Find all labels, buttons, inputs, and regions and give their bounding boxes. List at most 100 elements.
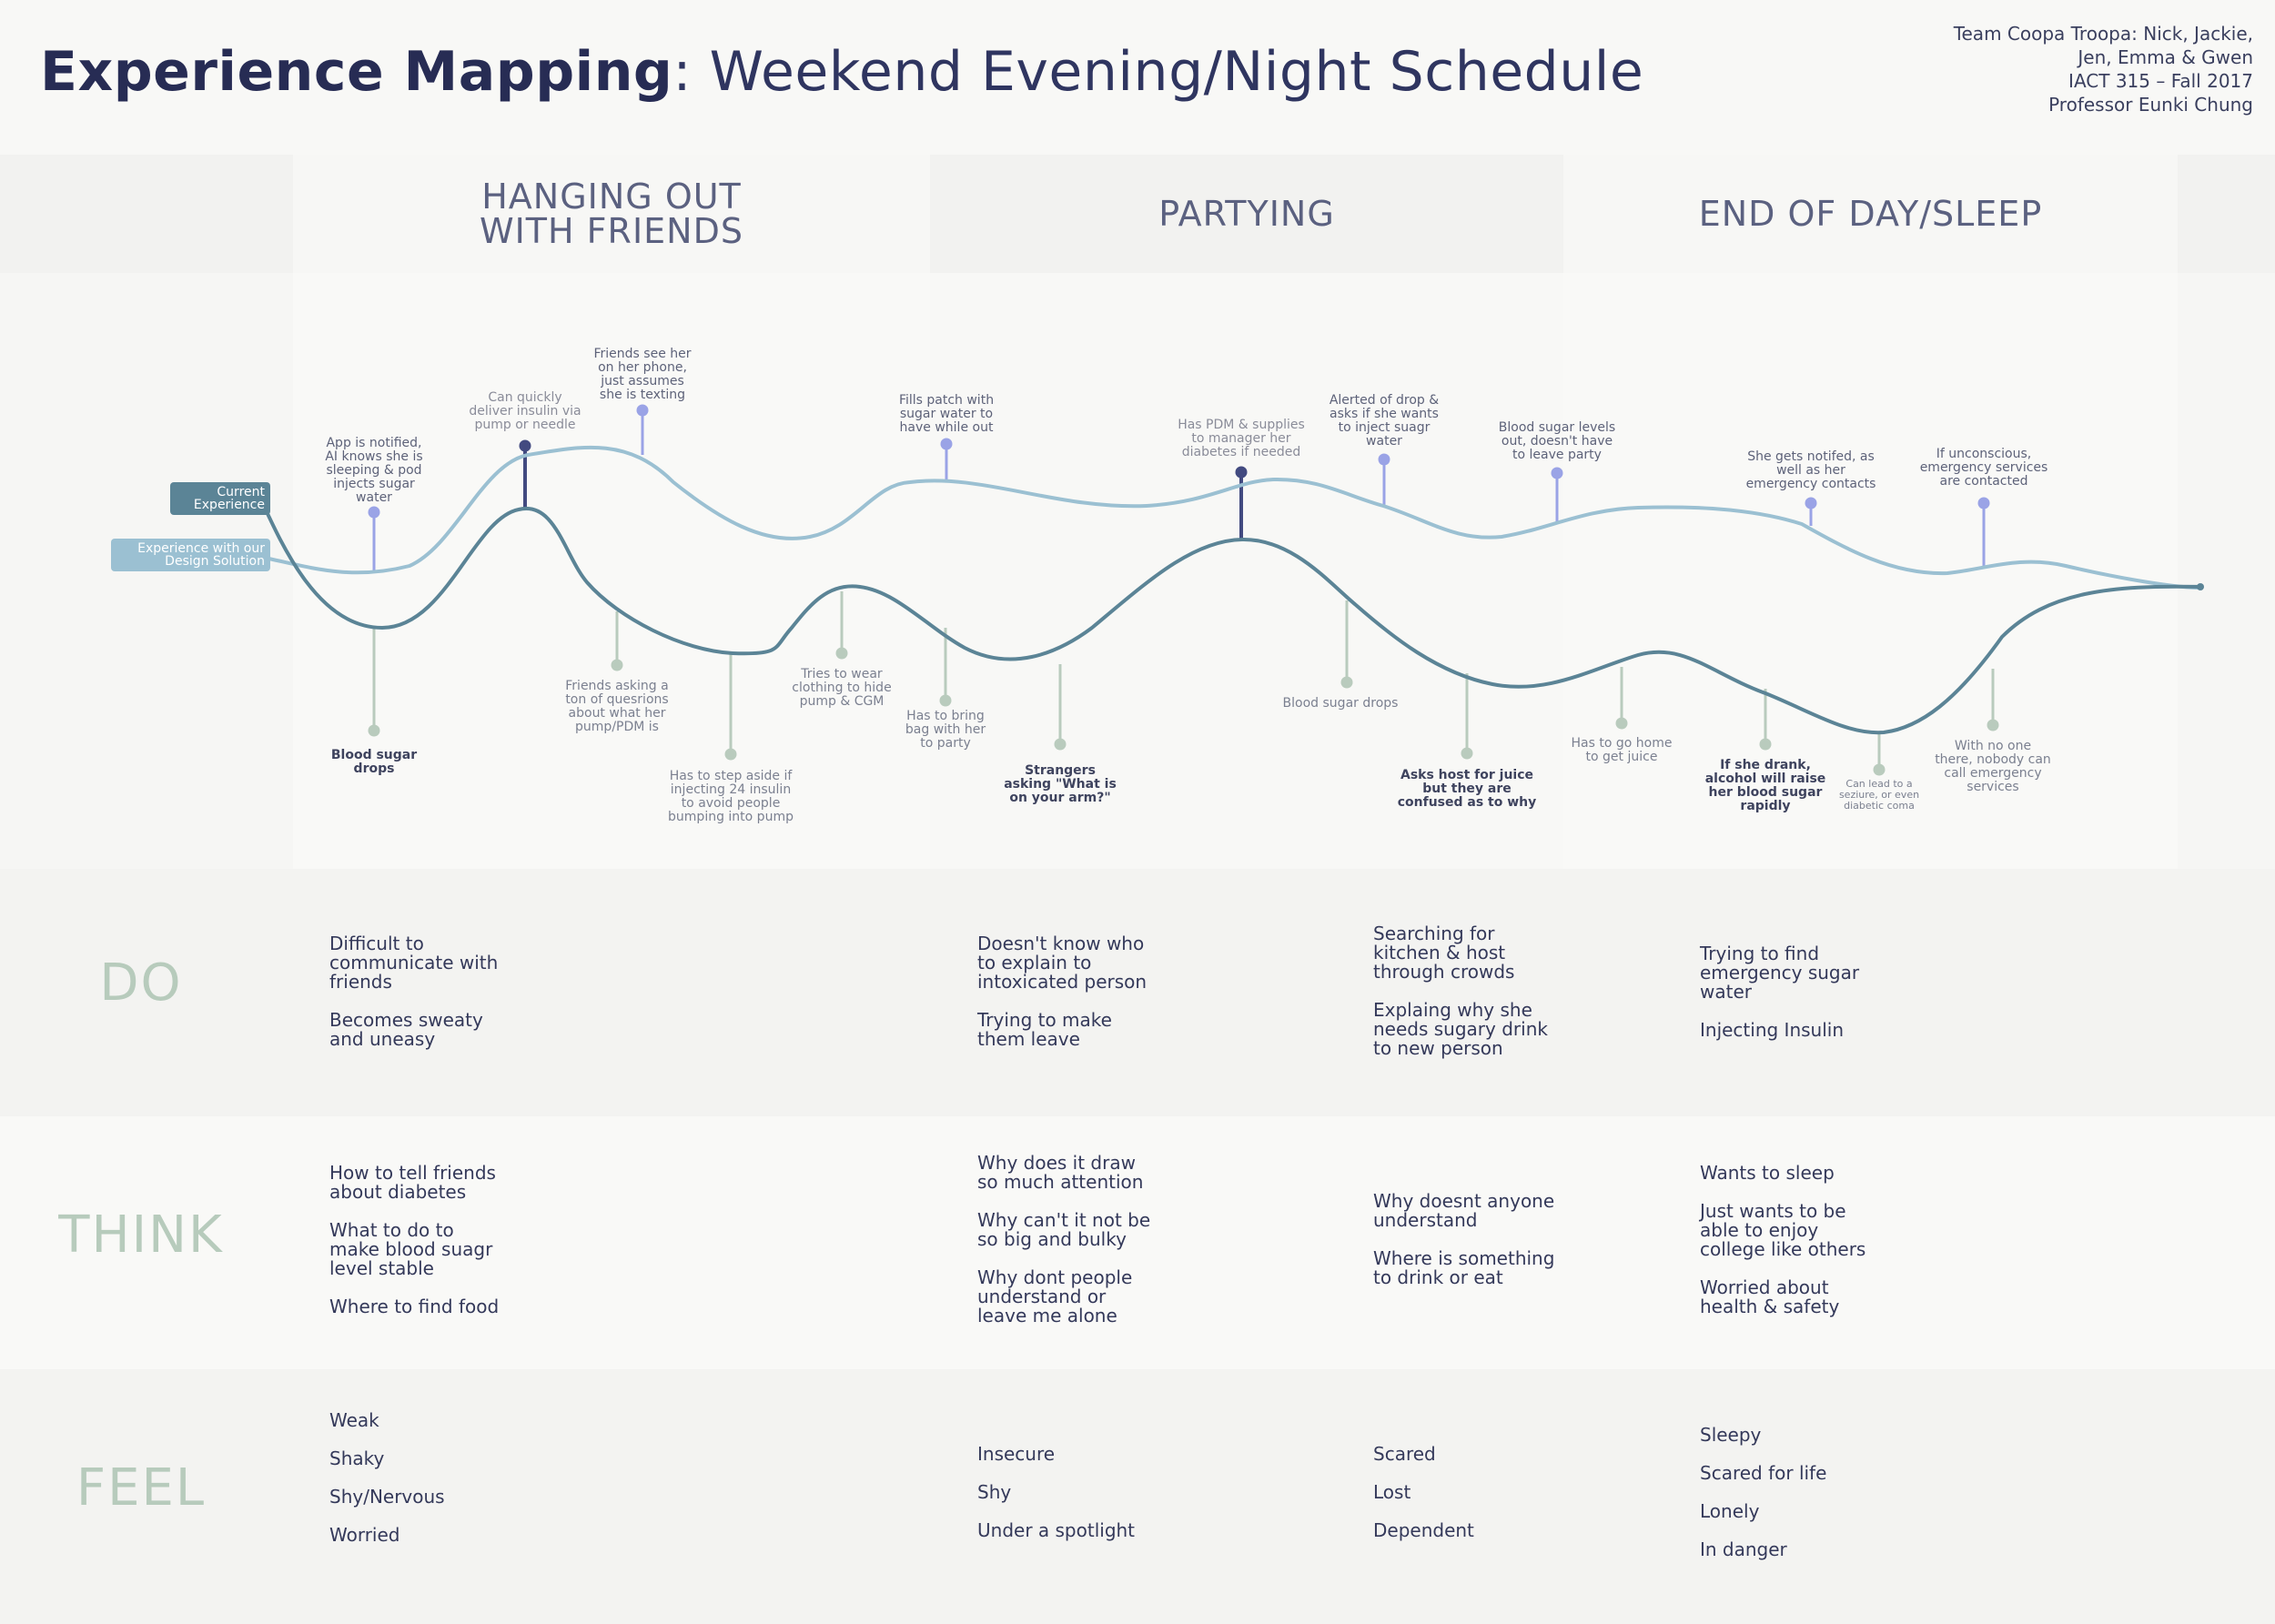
pin-top-6-dot [1378, 453, 1390, 466]
annotation-top-2: Can quickly deliver insulin via pump or … [469, 390, 581, 432]
do-col-3: Searching for kitchen & host through cro… [1373, 924, 1548, 1077]
pin-bottom-3-dot [724, 748, 737, 761]
team-line-1: Team Coopa Troopa: Nick, Jackie, [1953, 23, 2253, 45]
feel-item: Weak [329, 1409, 379, 1431]
team-line-3: IACT 315 – Fall 2017 [2068, 70, 2253, 92]
annotation-top-1: App is notified, AI knows she is sleepin… [325, 436, 423, 505]
annotation-bottom-5: Has to bring bag with her to party [905, 709, 986, 751]
annotation-top-9: If unconscious, emergency services are c… [1919, 447, 2048, 489]
do-item: Explaing why she needs sugary drink to n… [1373, 999, 1548, 1059]
think-item: Why doesnt anyone understand [1373, 1190, 1555, 1231]
think-item: Worried about health & safety [1700, 1276, 1840, 1317]
feel-col-4: Sleepy Scared for life Lonely In danger [1700, 1426, 1826, 1579]
pin-top-7-dot [1551, 467, 1563, 479]
phase-bg-3 [1563, 155, 2178, 273]
annotation-top-4: Fills patch with sugar water to have whi… [898, 393, 995, 435]
pin-bottom-10-dot [1759, 738, 1772, 751]
think-col-3: Why doesnt anyone understand Where is so… [1373, 1192, 1554, 1306]
title-bold: Experience Mapping [40, 40, 673, 104]
pin-bottom-7-dot [1340, 676, 1353, 689]
do-item: Difficult to communicate with friends [329, 933, 499, 993]
legend-current: Current Experience [170, 482, 270, 515]
pin-bottom-12-dot [1987, 719, 1999, 731]
feel-col-1: Weak Shaky Shy/Nervous Worried [329, 1411, 445, 1564]
do-item: Trying to make them leave [977, 1009, 1112, 1050]
pin-bottom-11-dot [1873, 763, 1886, 776]
annotation-bottom-6: Strangers asking "What is on your arm?" [1004, 763, 1117, 805]
do-col-2: Doesn't know who to explain to intoxicat… [977, 934, 1147, 1068]
feel-item: Sleepy [1700, 1424, 1762, 1446]
annotation-bottom-9: Has to go home to get juice [1571, 736, 1673, 764]
annotation-bottom-10: If she drank, alcohol will raise her blo… [1704, 758, 1826, 813]
think-item: What to do to make blood suagr level sta… [329, 1219, 493, 1279]
think-band [0, 1116, 2275, 1369]
feel-band [0, 1369, 2275, 1624]
do-band [0, 869, 2275, 1116]
pin-bottom-6-dot [1054, 738, 1067, 751]
pin-bottom-2-dot [611, 659, 623, 671]
pin-top-9-dot [1977, 497, 1990, 509]
pin-top-4-dot [940, 438, 953, 450]
feel-col-2: Insecure Shy Under a spotlight [977, 1445, 1135, 1559]
annotation-bottom-4: Tries to wear clothing to hide pump & CG… [792, 667, 892, 709]
do-col-4: Trying to find emergency sugar water Inj… [1700, 944, 1859, 1059]
chart-phase-bg-2 [930, 273, 1563, 869]
think-item: Why does it draw so much attention [977, 1152, 1144, 1193]
feel-item: In danger [1700, 1538, 1787, 1560]
do-item: Trying to find emergency sugar water [1700, 943, 1860, 1003]
row-label-do: DO [99, 953, 183, 1013]
feel-item: Lost [1373, 1481, 1411, 1503]
phase-end-of-day: END OF DAY/SLEEP [1698, 194, 2043, 234]
curve-end-dot [2197, 583, 2204, 590]
annotation-bottom-12: With no one there, nobody can call emerg… [1935, 739, 2051, 794]
think-item: Why dont people understand or leave me a… [977, 1266, 1133, 1326]
pin-bottom-8-dot [1461, 747, 1473, 760]
annotation-bottom-3: Has to step aside if injecting 24 insuli… [668, 769, 794, 824]
solution-curve [258, 445, 2201, 590]
legend-solution: Experience with our Design Solution [111, 539, 270, 571]
annotation-bottom-1: Blood sugar drops [330, 748, 418, 776]
do-col-1: Difficult to communicate with friends Be… [329, 934, 498, 1068]
think-col-2: Why does it draw so much attention Why c… [977, 1154, 1150, 1345]
annotation-top-7: Blood sugar levels out, doesn't have to … [1498, 420, 1616, 462]
annotation-bottom-11: Can lead to a seziure, or even diabetic … [1838, 778, 1920, 812]
feel-col-3: Scared Lost Dependent [1373, 1445, 1474, 1559]
pin-top-3-dot [636, 404, 649, 417]
annotation-bottom-8: Asks host for juice but they are confuse… [1397, 768, 1537, 810]
pin-bottom-1-dot [368, 724, 380, 737]
do-item: Injecting Insulin [1700, 1019, 1845, 1041]
pin-top-8-dot [1805, 497, 1817, 509]
current-curve [258, 495, 2201, 735]
phase-partying: PARTYING [1158, 194, 1335, 234]
feel-item: Scared [1373, 1443, 1436, 1465]
annotation-top-3: Friends see her on her phone, just assum… [593, 347, 692, 402]
feel-item: Dependent [1373, 1519, 1474, 1541]
annotation-bottom-2: Friends asking a ton of quesrions about … [565, 679, 669, 734]
feel-item: Under a spotlight [977, 1519, 1136, 1541]
think-item: Why can't it not be so big and bulky [977, 1209, 1151, 1250]
feel-item: Worried [329, 1524, 400, 1546]
pin-bottom-4-dot [835, 647, 848, 660]
feel-item: Shy [977, 1481, 1012, 1503]
do-item: Doesn't know who to explain to intoxicat… [977, 933, 1148, 993]
think-col-1: How to tell friends about diabetes What … [329, 1164, 499, 1336]
page-title: Experience Mapping: Weekend Evening/Nigh… [40, 40, 1643, 104]
feel-item: Insecure [977, 1443, 1056, 1465]
team-line-4: Professor Eunki Chung [2048, 94, 2253, 116]
pin-top-1-dot [368, 506, 380, 519]
think-item: How to tell friends about diabetes [329, 1162, 496, 1203]
row-label-think: THINK [58, 1205, 224, 1265]
chart-phase-bg-1 [293, 273, 930, 869]
pin-top-2-dot [519, 439, 531, 452]
feel-item: Lonely [1700, 1500, 1760, 1522]
phase-bg-1 [293, 155, 930, 273]
team-info: Team Coopa Troopa: Nick, Jackie, Jen, Em… [1954, 22, 2253, 116]
pin-bottom-9-dot [1615, 717, 1628, 730]
annotation-top-5: Has PDM & supplies to manager her diabet… [1178, 418, 1305, 459]
row-label-feel: FEEL [76, 1458, 207, 1518]
do-item: Searching for kitchen & host through cro… [1373, 923, 1515, 983]
think-item: Where is something to drink or eat [1373, 1247, 1555, 1288]
annotation-bottom-7: Blood sugar drops [1282, 696, 1399, 711]
